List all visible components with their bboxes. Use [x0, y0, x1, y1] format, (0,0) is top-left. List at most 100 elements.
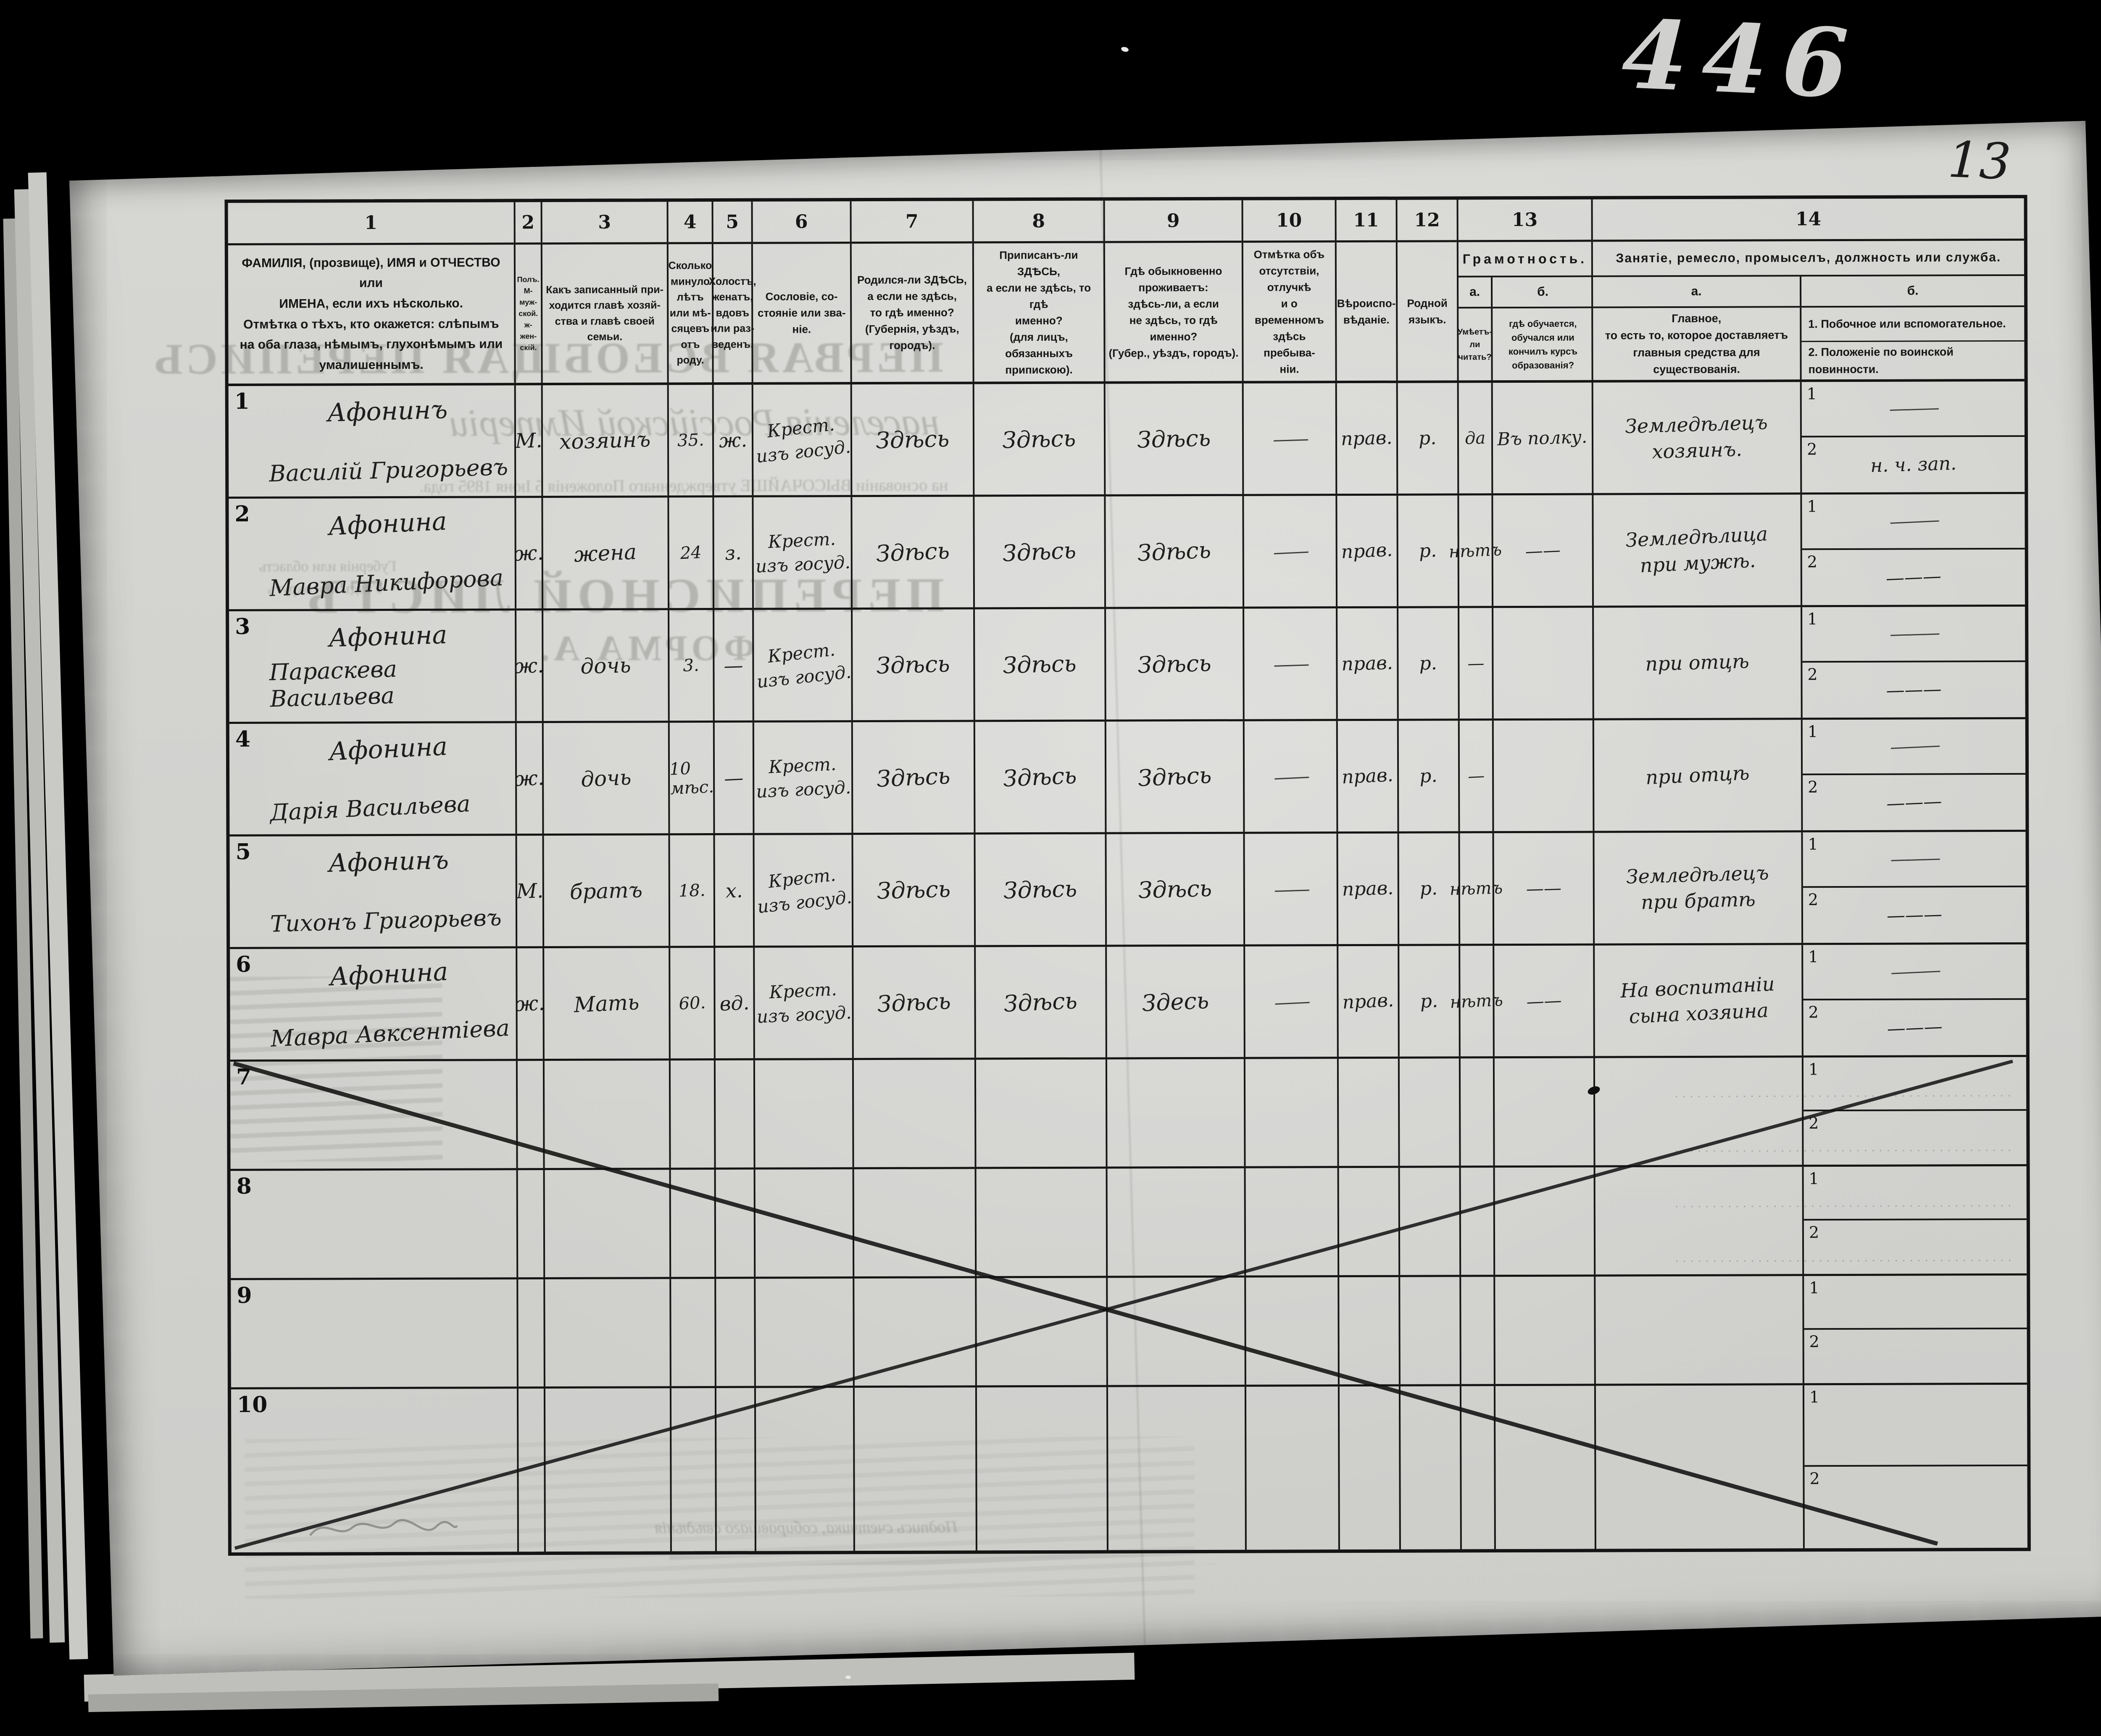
- printed-sub-number: 2: [1809, 1332, 1819, 1351]
- occupation-side-2: 2: [1804, 1466, 2027, 1548]
- cell-literacy-read: нѣтъ: [1450, 946, 1503, 1057]
- cell-name: 3 Афонина Параскева Васильева: [229, 610, 517, 722]
- cell-absence: [1245, 1059, 1339, 1166]
- cell-religion: [1338, 1058, 1400, 1166]
- header-col-literacy-b: б. гдѣ обучается, обучался или кончилъ к…: [1492, 277, 1593, 381]
- surname-handwriting: Афонинъ: [326, 395, 448, 428]
- cell-estate: [756, 1388, 855, 1551]
- cell-literacy-read: нѣтъ: [1448, 495, 1502, 606]
- printed-sub-number: 1: [1807, 610, 1818, 629]
- printed-sub-number: 1: [1809, 1278, 1819, 1297]
- dust-speck: [845, 1676, 851, 1679]
- cell-age: [671, 1279, 716, 1386]
- table-row: 3 Афонина Параскева Васильева ж. дочь 3.…: [229, 606, 2025, 724]
- cell-name: 6 Афонина Мавра Авксентіева: [230, 948, 518, 1060]
- cell-language: [1399, 1058, 1461, 1166]
- occupation-side-2: 2 ———: [1808, 777, 1943, 815]
- printed-sub-number: 1: [1809, 1169, 1819, 1188]
- cell-occupation-side: 1 ——— 2 ———: [1803, 831, 2026, 943]
- cell-occupation-side: 1 ——— 2 ———: [1802, 606, 2025, 718]
- cell-sex: [518, 1389, 546, 1552]
- cell-birthplace: Здѣсь: [852, 497, 975, 608]
- table-row: 6 Афонина Мавра Авксентіева ж. Мать 60. …: [230, 944, 2026, 1062]
- cell-religion: прав.: [1337, 608, 1399, 719]
- cell-literacy-school: [1495, 1167, 1596, 1275]
- cell-registration: Здѣсь: [974, 496, 1106, 608]
- table-row: 1 Афонинъ Василій Григорьевъ М. хозяинъ …: [228, 381, 2025, 499]
- cell-literacy-school: [1495, 1276, 1596, 1384]
- cell-age: 24: [669, 497, 715, 608]
- cell-estate: [756, 1278, 855, 1386]
- row-number: 7: [236, 1064, 252, 1090]
- cell-religion: [1339, 1386, 1401, 1550]
- cell-marital: [716, 1278, 756, 1386]
- microfilm-frame-number: 446: [1619, 0, 1865, 121]
- printed-sub-number: 2: [1808, 777, 1818, 796]
- cell-registration: Здѣсь: [975, 609, 1106, 720]
- printed-sub-number: 1: [1808, 835, 1818, 854]
- table-body: 1 Афонинъ Василій Григорьевъ М. хозяинъ …: [228, 381, 2027, 1553]
- cell-literacy-read: —: [1459, 721, 1494, 831]
- surname-handwriting: Афонина: [328, 506, 448, 542]
- printed-sub-number: 2: [1808, 1002, 1819, 1021]
- cell-absence: [1246, 1277, 1340, 1385]
- cell-literacy-school: [1493, 608, 1594, 719]
- row-number: 2: [234, 501, 250, 527]
- cell-name: 2 Афонина Мавра Никифорова: [229, 498, 517, 610]
- occupation-side-1: 1 ———: [1801, 381, 2025, 437]
- printed-sub-number: 1: [1809, 1388, 1820, 1407]
- printed-sub-number: 2: [1809, 1469, 1820, 1488]
- row-number: 1: [234, 388, 250, 414]
- cell-age: [671, 1170, 716, 1277]
- cell-literacy-read: [1461, 1277, 1495, 1384]
- cell-absence: ——: [1244, 496, 1338, 607]
- header-col-marital: 5 Холостъ, женатъ, вдовъ или раз- веденъ…: [709, 201, 756, 383]
- cell-registration: [976, 1059, 1108, 1167]
- row-number: 8: [236, 1173, 252, 1199]
- header-col-sex: 2 Полъ. М-муж- ской. ж-жен- скій.: [515, 202, 543, 383]
- cell-religion: прав.: [1338, 833, 1400, 944]
- cell-marital: [715, 1060, 756, 1168]
- printed-sub-number: 2: [1807, 552, 1818, 571]
- header-col-estate: 6 Сословіе, со- стояніе или зва- ніе.: [753, 201, 852, 382]
- cell-birthplace: Здѣсь: [853, 609, 975, 721]
- printed-sub-number: 2: [1807, 439, 1817, 458]
- cell-residence: [1107, 1168, 1246, 1276]
- cell-literacy-school: ——: [1494, 833, 1595, 944]
- cell-age: 3.: [669, 610, 715, 721]
- cell-occupation-side: 1 2: [1804, 1384, 2027, 1548]
- header-col-absence: 10 Отмѣтка объ отсутствіи, отлучкѣ и о в…: [1243, 200, 1337, 381]
- cell-occupation-main: при отцѣ: [1594, 607, 1803, 718]
- cell-relation: [545, 1170, 671, 1278]
- occupation-side-2: 2: [1804, 1329, 2027, 1383]
- cell-residence: Здѣсь: [1106, 834, 1245, 945]
- cell-literacy-read: [1461, 1168, 1495, 1275]
- occupation-side-2: 2 н. ч. зап.: [1807, 439, 1957, 477]
- table-row: 5 Афонинъ Тихонъ Григорьевъ М. братъ 18.…: [229, 831, 2026, 950]
- table-row: 7 1 2: [230, 1057, 2027, 1171]
- header-col-literacy: 13 Грамотность. а. Умѣетъ- ли читать? б.…: [1458, 199, 1593, 381]
- census-table: 1 ФАМИЛІЯ, (прозвище), ИМЯ и ОТЧЕСТВО ил…: [224, 195, 2031, 1556]
- cell-occupation-side: 1 ——— 2 ———: [1803, 944, 2026, 1055]
- cell-residence: [1108, 1277, 1246, 1385]
- cell-age: [670, 1060, 716, 1168]
- cell-sex: ж.: [514, 610, 544, 721]
- cell-occupation-main: Земледѣлица при мужѣ.: [1593, 494, 1803, 606]
- printed-sub-number: 2: [1808, 890, 1819, 909]
- cell-literacy-school: Въ полку.: [1493, 382, 1594, 494]
- header-col-residence: 9 Гдѣ обыкновенно проживаетъ: здѣсь-ли, …: [1105, 200, 1244, 381]
- cell-occupation-side: 1 ——— 2 ———: [1802, 494, 2025, 605]
- cell-age: 18.: [670, 835, 716, 946]
- bleedthrough-imprint: [669, 1554, 1216, 1566]
- cell-occupation-side: 1 ——— 2 н. ч. зап.: [1801, 381, 2025, 492]
- header-col-relation: 3 Какъ записанный при- ходится главѣ хоз…: [542, 202, 669, 383]
- occupation-side-1: 1: [1804, 1275, 2027, 1330]
- given-name-handwriting: Тихонъ Григорьевъ: [270, 904, 502, 937]
- signature-scribble: [309, 1519, 458, 1536]
- cell-registration: Здѣсь: [976, 947, 1107, 1058]
- cell-occupation-side: 1 ——— 2 ———: [1802, 719, 2026, 830]
- cell-marital: [716, 1388, 756, 1552]
- surname-handwriting: Афонина: [328, 731, 448, 767]
- cell-sex: М.: [516, 836, 545, 947]
- cell-language: [1400, 1277, 1461, 1384]
